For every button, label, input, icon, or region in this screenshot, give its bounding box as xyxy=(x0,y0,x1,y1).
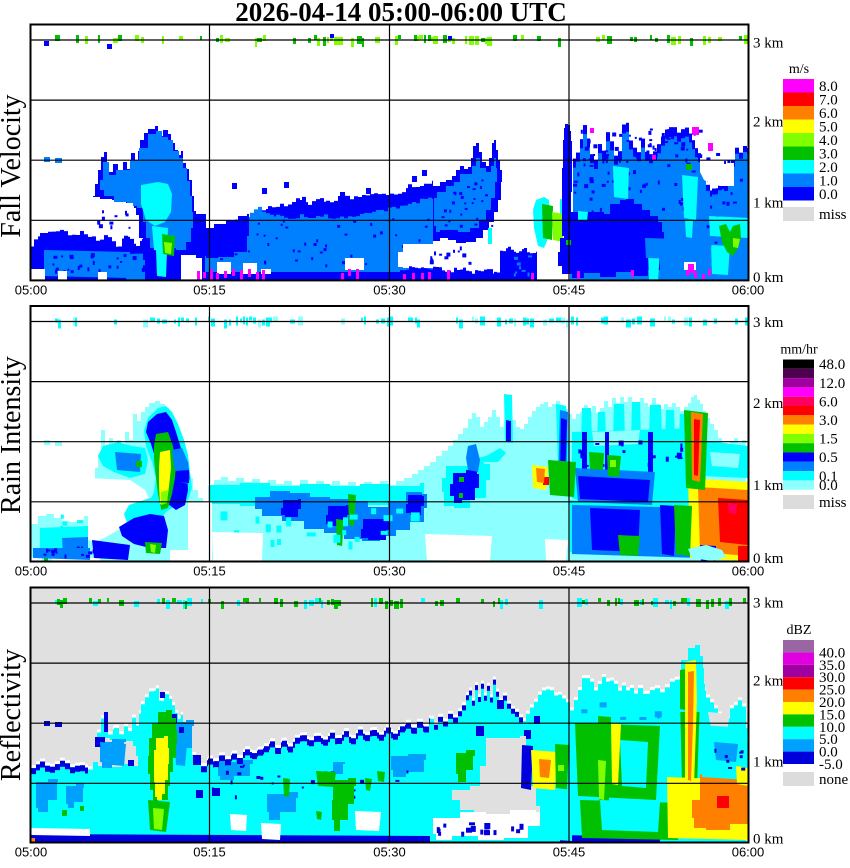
svg-text:40.0: 40.0 xyxy=(819,645,845,661)
svg-text:05:15: 05:15 xyxy=(193,845,226,860)
svg-text:05:00: 05:00 xyxy=(15,564,48,579)
svg-text:6.0: 6.0 xyxy=(819,394,838,410)
svg-text:0 km: 0 km xyxy=(753,270,784,286)
svg-text:15.0: 15.0 xyxy=(819,707,845,723)
svg-text:06:00: 06:00 xyxy=(732,282,765,297)
svg-text:8.0: 8.0 xyxy=(819,79,838,95)
svg-text:3.0: 3.0 xyxy=(819,146,838,162)
svg-text:1.0: 1.0 xyxy=(819,173,838,189)
svg-text:3 km: 3 km xyxy=(753,315,784,331)
svg-text:20.0: 20.0 xyxy=(819,695,845,711)
svg-text:-5.0: -5.0 xyxy=(819,757,843,773)
svg-text:Fall Velocity: Fall Velocity xyxy=(0,94,27,237)
svg-text:miss: miss xyxy=(819,207,847,223)
svg-text:2.0: 2.0 xyxy=(819,160,838,176)
svg-text:0 km: 0 km xyxy=(753,832,784,848)
svg-text:Reflectivity: Reflectivity xyxy=(0,649,27,781)
svg-text:2 km: 2 km xyxy=(753,674,784,690)
svg-text:05:30: 05:30 xyxy=(373,845,406,860)
svg-text:3 km: 3 km xyxy=(753,36,784,52)
svg-text:0.0: 0.0 xyxy=(819,187,838,203)
svg-text:05:30: 05:30 xyxy=(373,282,406,297)
svg-text:48.0: 48.0 xyxy=(819,357,845,373)
svg-text:0.0: 0.0 xyxy=(819,745,838,761)
svg-text:none: none xyxy=(819,772,849,788)
svg-text:1 km: 1 km xyxy=(753,196,784,212)
svg-text:35.0: 35.0 xyxy=(819,658,845,674)
svg-text:5.0: 5.0 xyxy=(819,119,838,135)
svg-text:0.5: 0.5 xyxy=(819,450,838,466)
svg-text:5.0: 5.0 xyxy=(819,732,838,748)
svg-text:05:45: 05:45 xyxy=(553,282,586,297)
svg-text:1.5: 1.5 xyxy=(819,432,838,448)
svg-text:0 km: 0 km xyxy=(753,551,784,567)
svg-text:dBZ: dBZ xyxy=(787,623,812,638)
svg-text:05:00: 05:00 xyxy=(15,845,48,860)
svg-text:05:45: 05:45 xyxy=(553,564,586,579)
svg-text:1 km: 1 km xyxy=(753,755,784,771)
svg-text:06:00: 06:00 xyxy=(732,845,765,860)
svg-text:0.0: 0.0 xyxy=(819,478,838,494)
svg-text:6.0: 6.0 xyxy=(819,106,838,122)
svg-text:2026-04-14 05:00-06:00 UTC: 2026-04-14 05:00-06:00 UTC xyxy=(235,0,566,27)
svg-text:m/s: m/s xyxy=(789,62,809,77)
svg-text:05:45: 05:45 xyxy=(553,845,586,860)
svg-text:25.0: 25.0 xyxy=(819,683,845,699)
svg-text:3 km: 3 km xyxy=(753,596,784,612)
svg-text:05:15: 05:15 xyxy=(193,564,226,579)
svg-text:7.0: 7.0 xyxy=(819,92,838,108)
svg-text:1 km: 1 km xyxy=(753,478,784,494)
svg-text:mm/hr: mm/hr xyxy=(780,343,818,358)
svg-text:05:30: 05:30 xyxy=(373,564,406,579)
svg-text:06:00: 06:00 xyxy=(732,564,765,579)
svg-text:12.0: 12.0 xyxy=(819,376,845,392)
svg-text:2 km: 2 km xyxy=(753,396,784,412)
svg-text:Rain Intensity: Rain Intensity xyxy=(0,356,27,514)
svg-text:0.1: 0.1 xyxy=(819,469,838,485)
svg-text:2 km: 2 km xyxy=(753,115,784,131)
svg-text:3.0: 3.0 xyxy=(819,413,838,429)
svg-text:05:15: 05:15 xyxy=(193,282,226,297)
svg-text:30.0: 30.0 xyxy=(819,670,845,686)
svg-text:miss: miss xyxy=(819,495,847,511)
svg-text:05:00: 05:00 xyxy=(15,282,48,297)
svg-text:10.0: 10.0 xyxy=(819,720,845,736)
svg-text:4.0: 4.0 xyxy=(819,133,838,149)
